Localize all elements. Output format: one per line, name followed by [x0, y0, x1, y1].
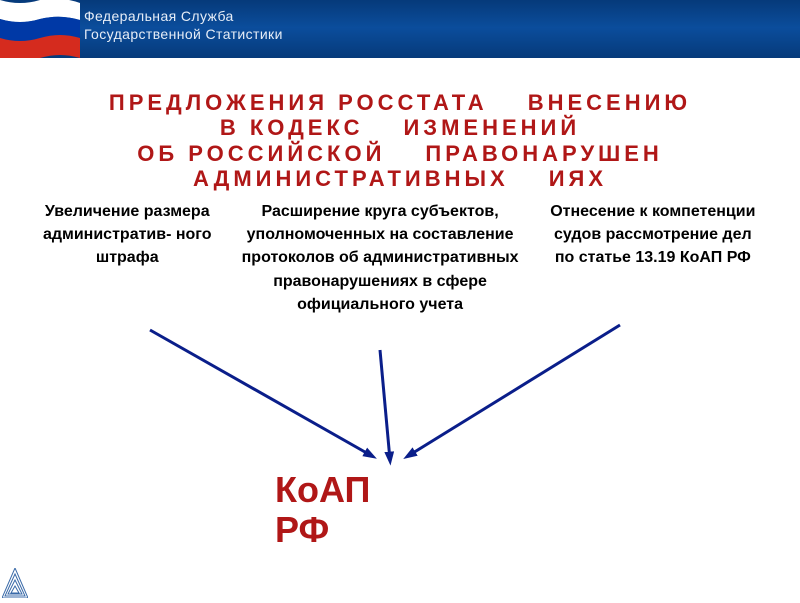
title-left-fragment: ПРЕДЛОЖЕНИЯ РОССТАТА	[109, 90, 488, 115]
arrow	[380, 350, 390, 460]
title-row: АДМИНИСТРАТИВНЫХ ИЯХ	[60, 166, 740, 191]
title-right-fragment: ИЗМЕНЕНИЙ	[403, 115, 580, 140]
arrows-diagram	[0, 310, 800, 470]
title-right-fragment: ПРАВОНАРУШЕН	[425, 141, 662, 166]
result-line1: КоАП	[275, 470, 370, 510]
arrow	[150, 330, 372, 456]
header-banner: Федеральная Служба Государственной Стати…	[0, 0, 800, 58]
arrow	[408, 325, 620, 456]
org-line1: Федеральная Служба	[84, 8, 283, 24]
title-left-fragment: В КОДЕКС	[220, 115, 364, 140]
title-row: В КОДЕКС ИЗМЕНЕНИЙ	[60, 115, 740, 140]
column-subjects-expand: Расширение круга субъектов, уполномоченн…	[240, 200, 519, 316]
result-line2: РФ	[275, 510, 370, 550]
source-columns: Увеличение размера административ- ного ш…	[40, 200, 760, 316]
column-fine-increase: Увеличение размера административ- ного ш…	[40, 200, 214, 270]
column-court-competence: Отнесение к компетенции судов рассмотрен…	[546, 200, 760, 270]
flag-icon	[0, 0, 80, 58]
result-label: КоАП РФ	[275, 470, 370, 549]
title-row: ОБ РОССИЙСКОЙ ПРАВОНАРУШЕН	[60, 141, 740, 166]
slide-title: ПРЕДЛОЖЕНИЯ РОССТАТА ВНЕСЕНИЮ В КОДЕКС ИЗМЕ…	[60, 90, 740, 191]
org-line2: Государственной Статистики	[84, 26, 283, 42]
title-left-fragment: АДМИНИСТРАТИВНЫХ	[193, 166, 509, 191]
title-right-fragment: ИЯХ	[549, 166, 607, 191]
title-left-fragment: ОБ РОССИЙСКОЙ	[137, 141, 385, 166]
corner-logo-icon	[2, 568, 28, 598]
title-row: ПРЕДЛОЖЕНИЯ РОССТАТА ВНЕСЕНИЮ	[60, 90, 740, 115]
org-name: Федеральная Служба Государственной Стати…	[84, 8, 283, 42]
title-right-fragment: ВНЕСЕНИЮ	[528, 90, 691, 115]
